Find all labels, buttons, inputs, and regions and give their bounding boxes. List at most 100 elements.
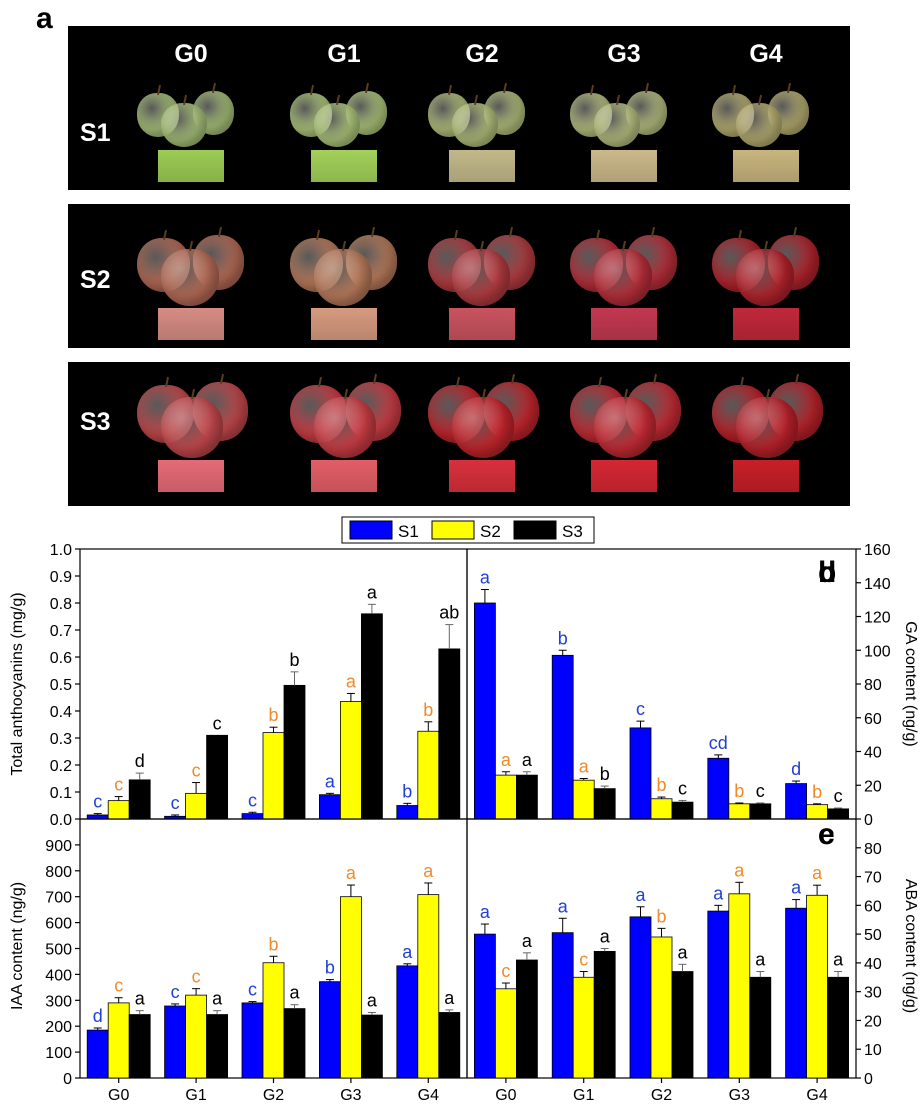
significance-letter-c: a	[402, 942, 413, 962]
bar-b-s3-g3	[360, 613, 383, 820]
bar-b-s2-g3	[339, 701, 362, 820]
bar-e-s3-g1	[593, 950, 616, 1079]
apple	[452, 389, 515, 458]
apple-stem	[503, 83, 508, 94]
significance-letter-b: c	[192, 761, 201, 781]
apple-photo-s3-g4	[706, 372, 826, 458]
y-tick-label-b: 0.2	[50, 758, 72, 775]
bar-d-s2-g3	[728, 803, 751, 820]
y-tick-label-c: 400	[45, 967, 72, 984]
significance-letter-c: c	[192, 967, 201, 987]
row-label-s2: S2	[80, 266, 111, 294]
apple	[161, 94, 207, 148]
apple-stem	[164, 376, 169, 387]
y-tick-label-b: 0.5	[50, 677, 72, 694]
apple-stem	[482, 389, 487, 400]
significance-letter-b: b	[268, 705, 278, 725]
bar-c-s1-g2	[241, 1002, 264, 1079]
apple-photo-s1-g2	[422, 83, 542, 148]
significance-letter-e: b	[656, 906, 666, 926]
apple-photo-s2-g2	[422, 226, 542, 306]
apple-stem	[317, 376, 322, 387]
x-tick-label-e: G2	[651, 1087, 672, 1104]
apple-stem	[370, 227, 375, 238]
peel-swatch-s2-g0	[158, 308, 224, 340]
significance-letter-b: ab	[439, 603, 459, 623]
bar-c-s1-g1	[164, 1005, 187, 1079]
significance-letter-d: c	[636, 699, 645, 719]
y-tick-label-c: 700	[45, 890, 72, 907]
apple-photo-s3-g3	[564, 372, 684, 458]
charts-svg: S1 S2 S3 b c d e Total anthocyanins (mg/…	[9, 516, 919, 1104]
apple	[594, 241, 652, 306]
significance-letter-d: c	[756, 781, 765, 801]
bar-d-s3-g3	[749, 803, 772, 820]
significance-letter-b: b	[289, 650, 299, 670]
y-tick-label-c: 300	[45, 993, 72, 1010]
y-tick-label-b: 0.8	[50, 596, 72, 613]
apple-photo-s1-g1	[284, 83, 404, 148]
apple-stem	[508, 227, 513, 238]
significance-letter-c: a	[289, 983, 300, 1003]
apple-stem	[737, 229, 742, 240]
column-label-g4: G4	[749, 40, 783, 68]
significance-letter-c: c	[248, 980, 257, 1000]
bar-e-s3-g4	[827, 976, 849, 1079]
significance-letter-c: b	[325, 958, 335, 978]
significance-letter-d: b	[734, 781, 744, 801]
bar-d-s1-g2	[629, 727, 652, 820]
significance-letter-b: c	[171, 793, 180, 813]
bar-c-s3-g1	[206, 1014, 229, 1079]
y-tick-label-d: 120	[864, 610, 891, 627]
significance-letter-b: c	[114, 775, 123, 795]
bar-e-s1-g1	[551, 932, 574, 1079]
y-tick-label-b: 0.3	[50, 731, 72, 748]
x-tick-label-e: G0	[495, 1087, 516, 1104]
apple	[452, 94, 498, 148]
apple-stem	[157, 85, 162, 96]
significance-letter-e: a	[480, 902, 491, 922]
panel-label-a: a	[36, 2, 53, 35]
significance-letter-d: a	[579, 757, 590, 777]
significance-letter-e: a	[833, 950, 844, 970]
bar-d-s1-g0	[473, 602, 496, 820]
significance-letter-b: a	[346, 671, 357, 691]
apple-stem	[597, 376, 602, 387]
peel-swatch-s1-g0	[158, 150, 224, 182]
apple-photo-s2-g4	[706, 226, 826, 306]
apple	[736, 241, 794, 306]
significance-letter-c: b	[268, 934, 278, 954]
apple-photo-s2-g3	[564, 226, 684, 306]
significance-letter-e: a	[600, 927, 611, 947]
bar-c-s2-g3	[339, 896, 362, 1079]
bar-d-s1-g3	[707, 757, 730, 820]
bar-d-s2-g2	[650, 798, 673, 820]
y-axis-title-d: GA content (ng/g)	[902, 621, 919, 746]
x-tick-label-c: G1	[185, 1087, 206, 1104]
bar-e-s1-g2	[629, 916, 652, 1079]
y-tick-label-e: 20	[864, 1013, 882, 1030]
panel-label-c: c	[818, 818, 835, 851]
apple-stem	[473, 94, 478, 105]
x-tick-label-c: G4	[418, 1087, 439, 1104]
apple-photo-s1-g0	[131, 83, 251, 148]
significance-letter-d: d	[791, 759, 801, 779]
apple-stem	[590, 85, 595, 96]
apple-stem	[344, 389, 349, 400]
legend: S1 S2 S3	[341, 516, 595, 544]
significance-letter-c: a	[423, 861, 434, 881]
bar-c-s2-g4	[417, 894, 440, 1079]
peel-swatch-s3-g2	[449, 460, 515, 492]
y-tick-label-b: 0.9	[50, 569, 72, 586]
significance-letter-e: a	[677, 942, 688, 962]
apple	[314, 94, 360, 148]
bar-b-s3-g1	[206, 734, 229, 820]
apple	[161, 389, 224, 458]
significance-letter-b: c	[93, 792, 102, 812]
significance-letter-d: b	[600, 764, 610, 784]
legend-label-s2: S2	[480, 522, 501, 541]
x-tick-label-c: G0	[108, 1087, 129, 1104]
significance-letter-b: b	[402, 781, 412, 801]
apple-stem	[739, 376, 744, 387]
apple	[161, 241, 219, 306]
